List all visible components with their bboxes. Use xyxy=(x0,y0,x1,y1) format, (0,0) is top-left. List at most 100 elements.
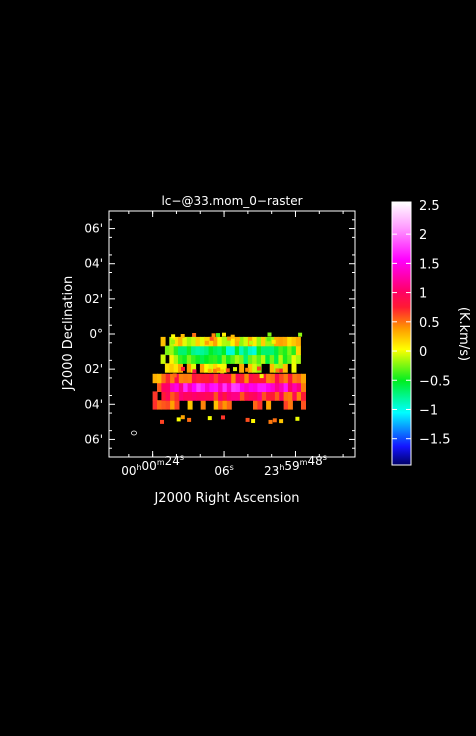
raster-pixel xyxy=(196,382,202,392)
raster-pixel xyxy=(204,345,210,356)
raster-pixel xyxy=(226,345,231,356)
raster-pixel xyxy=(265,336,271,347)
raster-pixel xyxy=(221,354,227,364)
raster-pixel xyxy=(235,391,241,401)
raster-pixel xyxy=(205,373,210,384)
raster-pixel xyxy=(160,419,164,424)
raster-pixel xyxy=(287,345,293,356)
raster-pixel xyxy=(226,391,232,401)
raster-pixel xyxy=(180,415,185,420)
raster-pixel xyxy=(231,382,237,392)
raster-pixel xyxy=(207,416,212,421)
raster-pixel xyxy=(213,373,219,384)
raster-pixel xyxy=(173,363,179,373)
raster-pixel xyxy=(253,391,258,401)
raster-pixel xyxy=(248,373,254,384)
raster-pixel xyxy=(195,336,201,347)
raster-pixel xyxy=(221,336,227,347)
raster-pixel xyxy=(178,354,183,364)
raster-pixel xyxy=(252,363,258,373)
raster-pixel xyxy=(230,336,236,347)
raster-pixel xyxy=(161,382,167,392)
raster-pixel xyxy=(265,345,271,356)
raster-pixel xyxy=(244,373,250,384)
raster-pixel xyxy=(279,382,285,392)
raster-pixel xyxy=(160,336,166,347)
raster-pixel xyxy=(209,391,215,401)
raster-pixel xyxy=(291,363,297,373)
raster-pixel xyxy=(230,345,236,356)
raster-pixel xyxy=(283,400,289,410)
raster-pixel xyxy=(226,373,232,384)
raster-pixel xyxy=(245,417,250,422)
raster-pixel xyxy=(192,333,197,337)
raster-pixel xyxy=(205,391,210,401)
raster-pixel xyxy=(218,382,224,392)
raster-pixel xyxy=(204,340,209,345)
raster-pixel xyxy=(301,400,306,410)
raster-pixel xyxy=(209,373,215,384)
raster-pixel xyxy=(239,382,245,392)
colorbar-tick-label: 0 xyxy=(419,345,427,360)
raster-pixel xyxy=(152,400,158,410)
raster-pixel xyxy=(272,418,277,423)
raster-pixel xyxy=(178,382,184,392)
colorbar-label: (K.km/s) xyxy=(456,307,471,361)
raster-pixel xyxy=(195,354,201,364)
raster-pixel xyxy=(221,345,227,356)
raster-pixel xyxy=(218,400,224,410)
raster-pixel xyxy=(176,417,181,422)
raster-pixel xyxy=(204,354,210,364)
raster-pixel xyxy=(170,373,176,384)
raster-pixel xyxy=(287,373,293,384)
raster-pixel xyxy=(287,400,293,410)
raster-pixel xyxy=(270,382,276,392)
raster-pixel xyxy=(200,400,206,410)
raster-pixel xyxy=(211,333,216,338)
raster-pixel xyxy=(266,400,272,410)
colorbar-tick-label: 2 xyxy=(419,228,427,243)
raster-pixel xyxy=(256,354,262,364)
raster-pixel xyxy=(187,417,192,422)
raster-pixel xyxy=(231,391,237,401)
raster-pixel xyxy=(196,391,202,401)
raster-pixel xyxy=(233,367,237,372)
colorbar-tick-label: 1 xyxy=(419,287,427,302)
raster-pixel xyxy=(199,336,205,347)
raster-pixel xyxy=(252,354,258,364)
raster-pixel xyxy=(183,391,189,401)
raster-pixel xyxy=(174,382,180,392)
raster-pixel xyxy=(165,382,171,392)
raster-pixel xyxy=(257,373,263,384)
raster-pixel xyxy=(199,363,205,373)
raster-pixel xyxy=(283,373,289,384)
raster-pixel xyxy=(274,363,280,373)
raster-pixel xyxy=(261,345,266,356)
raster-pixel xyxy=(274,345,280,356)
raster-pixel xyxy=(282,363,288,373)
y-tick-label: 02' xyxy=(84,292,103,306)
raster-pixel xyxy=(207,368,212,373)
chart-title: lc−@33.mom_0−raster xyxy=(161,194,302,208)
beam-marker xyxy=(131,430,137,436)
raster-pixel xyxy=(191,382,197,392)
raster-pixel xyxy=(170,400,176,410)
raster-pixel xyxy=(261,391,267,401)
colorbar-tick-label: 2.5 xyxy=(419,199,440,214)
raster-pixel xyxy=(208,363,214,373)
raster-pixel xyxy=(247,354,253,364)
raster-pixel xyxy=(170,391,176,401)
raster-pixel xyxy=(292,382,298,392)
raster-pixel xyxy=(287,391,293,401)
raster-pixel xyxy=(208,345,214,356)
raster-pixel xyxy=(183,382,189,392)
raster-pixel xyxy=(234,345,240,356)
x-axis-label: J2000 Right Ascension xyxy=(153,491,299,506)
raster-pixel xyxy=(173,345,179,356)
raster-pixel xyxy=(247,363,253,373)
raster-pixel xyxy=(222,332,226,337)
y-tick-label: 06' xyxy=(84,432,103,446)
raster-pixel xyxy=(274,382,280,392)
raster-pixel xyxy=(187,391,193,401)
raster-pixel xyxy=(269,363,275,373)
